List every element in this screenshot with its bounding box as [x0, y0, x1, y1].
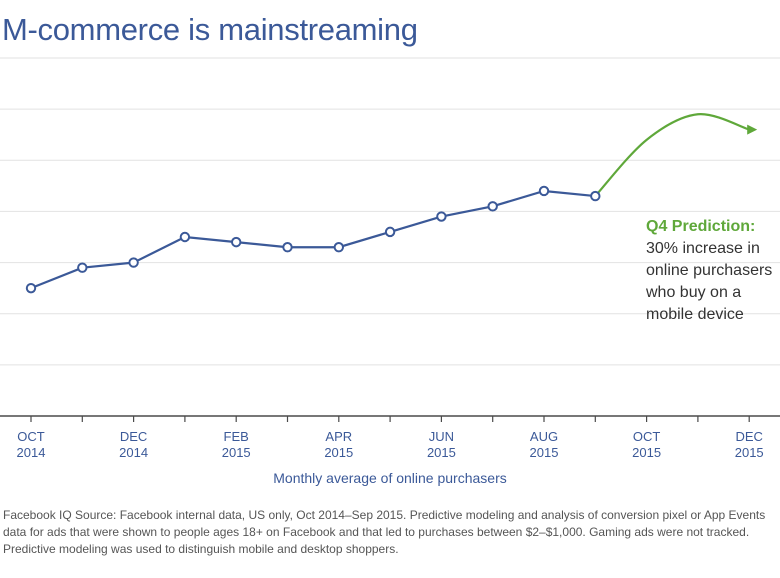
x-tick-label-month: FEB: [224, 429, 249, 444]
data-point: [128, 257, 139, 268]
data-point: [590, 190, 601, 202]
x-axis-tick-labels: OCT2014DEC2014FEB2015APR2015JUN2015AUG20…: [17, 429, 764, 460]
x-tick-label-year: 2014: [119, 445, 148, 460]
data-point: [384, 226, 396, 238]
x-tick-label-month: JUN: [429, 429, 454, 444]
x-tick-label-year: 2015: [530, 445, 559, 460]
data-point: [77, 262, 88, 273]
data-point: [179, 231, 191, 243]
data-point: [538, 185, 550, 197]
x-axis-label: Monthly average of online purchasers: [273, 470, 507, 486]
data-point: [25, 282, 37, 294]
prediction-line: online purchasers: [646, 262, 773, 279]
x-tick-label-month: APR: [325, 429, 352, 444]
x-tick-label-month: OCT: [17, 429, 45, 444]
x-tick-label-month: AUG: [530, 429, 558, 444]
x-tick-label-year: 2015: [427, 445, 456, 460]
x-axis-ticks: [30, 416, 750, 422]
x-tick-label-year: 2015: [632, 445, 661, 460]
prediction-line: who buy on a: [646, 284, 742, 301]
prediction-arrowhead: [747, 124, 758, 135]
x-tick-label-month: DEC: [735, 429, 762, 444]
actual-series: [25, 185, 601, 294]
data-point: [487, 201, 498, 212]
prediction-annotation: Q4 Prediction: 30% increase in online pu…: [646, 216, 778, 326]
x-tick-label-year: 2014: [17, 445, 46, 460]
data-point: [333, 242, 344, 253]
series-line: [30, 189, 596, 290]
line-chart: OCT2014DEC2014FEB2015APR2015JUN2015AUG20…: [0, 57, 780, 460]
prediction-line: 30% increase in: [646, 240, 760, 257]
chart-title: M-commerce is mainstreaming: [2, 12, 418, 47]
x-tick-label-year: 2015: [222, 445, 251, 460]
prediction-heading: Q4 Prediction:: [646, 218, 756, 235]
prediction-line: mobile device: [646, 306, 744, 323]
data-point: [436, 211, 447, 222]
x-tick-label-month: OCT: [633, 429, 661, 444]
source-note: Facebook IQ Source: Facebook internal da…: [3, 508, 766, 556]
prediction-line: [594, 113, 750, 197]
x-tick-label-year: 2015: [735, 445, 764, 460]
prediction-series: [594, 113, 758, 197]
data-point: [282, 242, 293, 253]
x-tick-label-month: DEC: [120, 429, 147, 444]
x-tick-label-year: 2015: [324, 445, 353, 460]
data-point: [231, 236, 242, 248]
